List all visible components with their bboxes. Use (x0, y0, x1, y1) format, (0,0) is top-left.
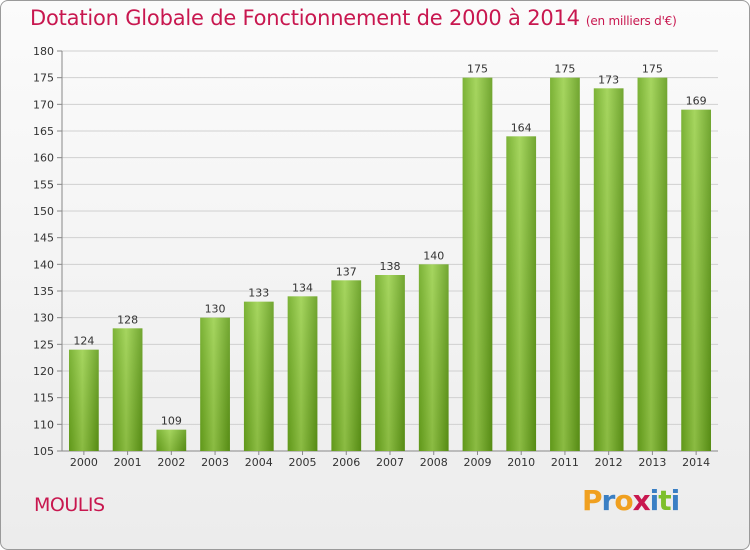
value-label-2014: 169 (686, 95, 707, 108)
bar-shade-2010 (506, 136, 537, 452)
x-tick-label-2014: 2014 (682, 456, 710, 469)
value-label-2007: 138 (380, 260, 401, 273)
logo-letter: t (658, 484, 671, 517)
commune-name: MOULIS (34, 494, 105, 516)
bar-shade-2012 (593, 88, 624, 451)
y-tick-label: 140 (33, 258, 54, 271)
y-tick-label: 165 (33, 125, 54, 138)
y-tick-label: 145 (33, 232, 54, 245)
y-tick-label: 175 (33, 72, 54, 85)
x-tick-label-2004: 2004 (245, 456, 273, 469)
y-tick-label: 105 (33, 445, 54, 458)
y-tick-label: 120 (33, 365, 54, 378)
x-tick-label-2013: 2013 (638, 456, 666, 469)
value-label-2006: 137 (336, 265, 357, 278)
x-tick-label-2000: 2000 (70, 456, 98, 469)
bar-shade-2006 (331, 280, 362, 451)
x-tick-label-2011: 2011 (551, 456, 579, 469)
x-tick-label-2005: 2005 (289, 456, 317, 469)
y-tick-label: 160 (33, 152, 54, 165)
x-tick-label-2007: 2007 (376, 456, 404, 469)
bar-shade-2000 (68, 349, 99, 451)
x-tick-label-2012: 2012 (595, 456, 623, 469)
x-tick-label-2009: 2009 (463, 456, 491, 469)
value-label-2010: 164 (511, 121, 532, 134)
logo-letter: i (649, 484, 660, 517)
value-label-2004: 133 (248, 287, 269, 300)
x-tick-label-2008: 2008 (420, 456, 448, 469)
bar-shade-2011 (550, 77, 580, 452)
label-layer: 124 128 109 130 133 134 137 138 140 175 164 175 173 1… (73, 63, 706, 428)
chart-unit-label: (en milliers d'€) (585, 14, 677, 28)
y-tick-label: 130 (33, 312, 54, 325)
bar-shade-2014 (681, 109, 712, 452)
logo-letter: o (614, 484, 633, 517)
bar-shade-2001 (112, 328, 143, 451)
bar-shade-2005 (287, 296, 318, 451)
y-tick-label: 170 (33, 98, 54, 111)
y-tick-label: 155 (33, 178, 54, 191)
value-label-2002: 109 (161, 415, 182, 428)
bar-shade-2008 (418, 264, 449, 451)
x-tick-label-2002: 2002 (157, 456, 185, 469)
value-label-2000: 124 (73, 335, 94, 348)
logo-letter: P (582, 484, 603, 517)
bar-shade-2007 (375, 275, 405, 451)
x-tick-label-2006: 2006 (332, 456, 360, 469)
chart-title-text: Dotation Globale de Fonctionnement de 20… (30, 6, 580, 30)
x-tick-label-2010: 2010 (507, 456, 535, 469)
bar-layer (68, 77, 712, 452)
y-tick-label: 135 (33, 285, 54, 298)
value-label-2013: 175 (642, 63, 663, 76)
bar-shade-2004 (243, 301, 274, 451)
logo-letter: r (601, 484, 616, 517)
bar-shade-2013 (637, 77, 668, 452)
value-label-2009: 175 (467, 63, 488, 76)
y-tick-label: 110 (33, 418, 54, 431)
logo-letter: x (632, 484, 651, 517)
x-tick-label-2003: 2003 (201, 456, 229, 469)
y-tick-label: 115 (33, 392, 54, 405)
value-label-2005: 134 (292, 281, 313, 294)
logo-letter: i (670, 484, 681, 517)
value-label-2001: 128 (117, 313, 138, 326)
proxiti-logo: Proxiti (582, 484, 681, 517)
value-label-2008: 140 (423, 249, 444, 262)
value-label-2003: 130 (205, 303, 226, 316)
value-label-2011: 175 (554, 63, 575, 76)
value-label-2012: 173 (598, 73, 619, 86)
bar-shade-2009 (462, 77, 493, 452)
chart-title: Dotation Globale de Fonctionnement de 20… (30, 6, 677, 30)
y-tick-label: 180 (33, 45, 54, 58)
bar-shade-2003 (200, 317, 230, 451)
x-tick-label-2001: 2001 (114, 456, 142, 469)
y-tick-label: 150 (33, 205, 54, 218)
axis-layer: 105 110 115 120 125 130 135 140 145 150 155 160 165 1… (33, 45, 718, 469)
bar-shade-2002 (156, 429, 187, 451)
y-tick-label: 125 (33, 338, 54, 351)
